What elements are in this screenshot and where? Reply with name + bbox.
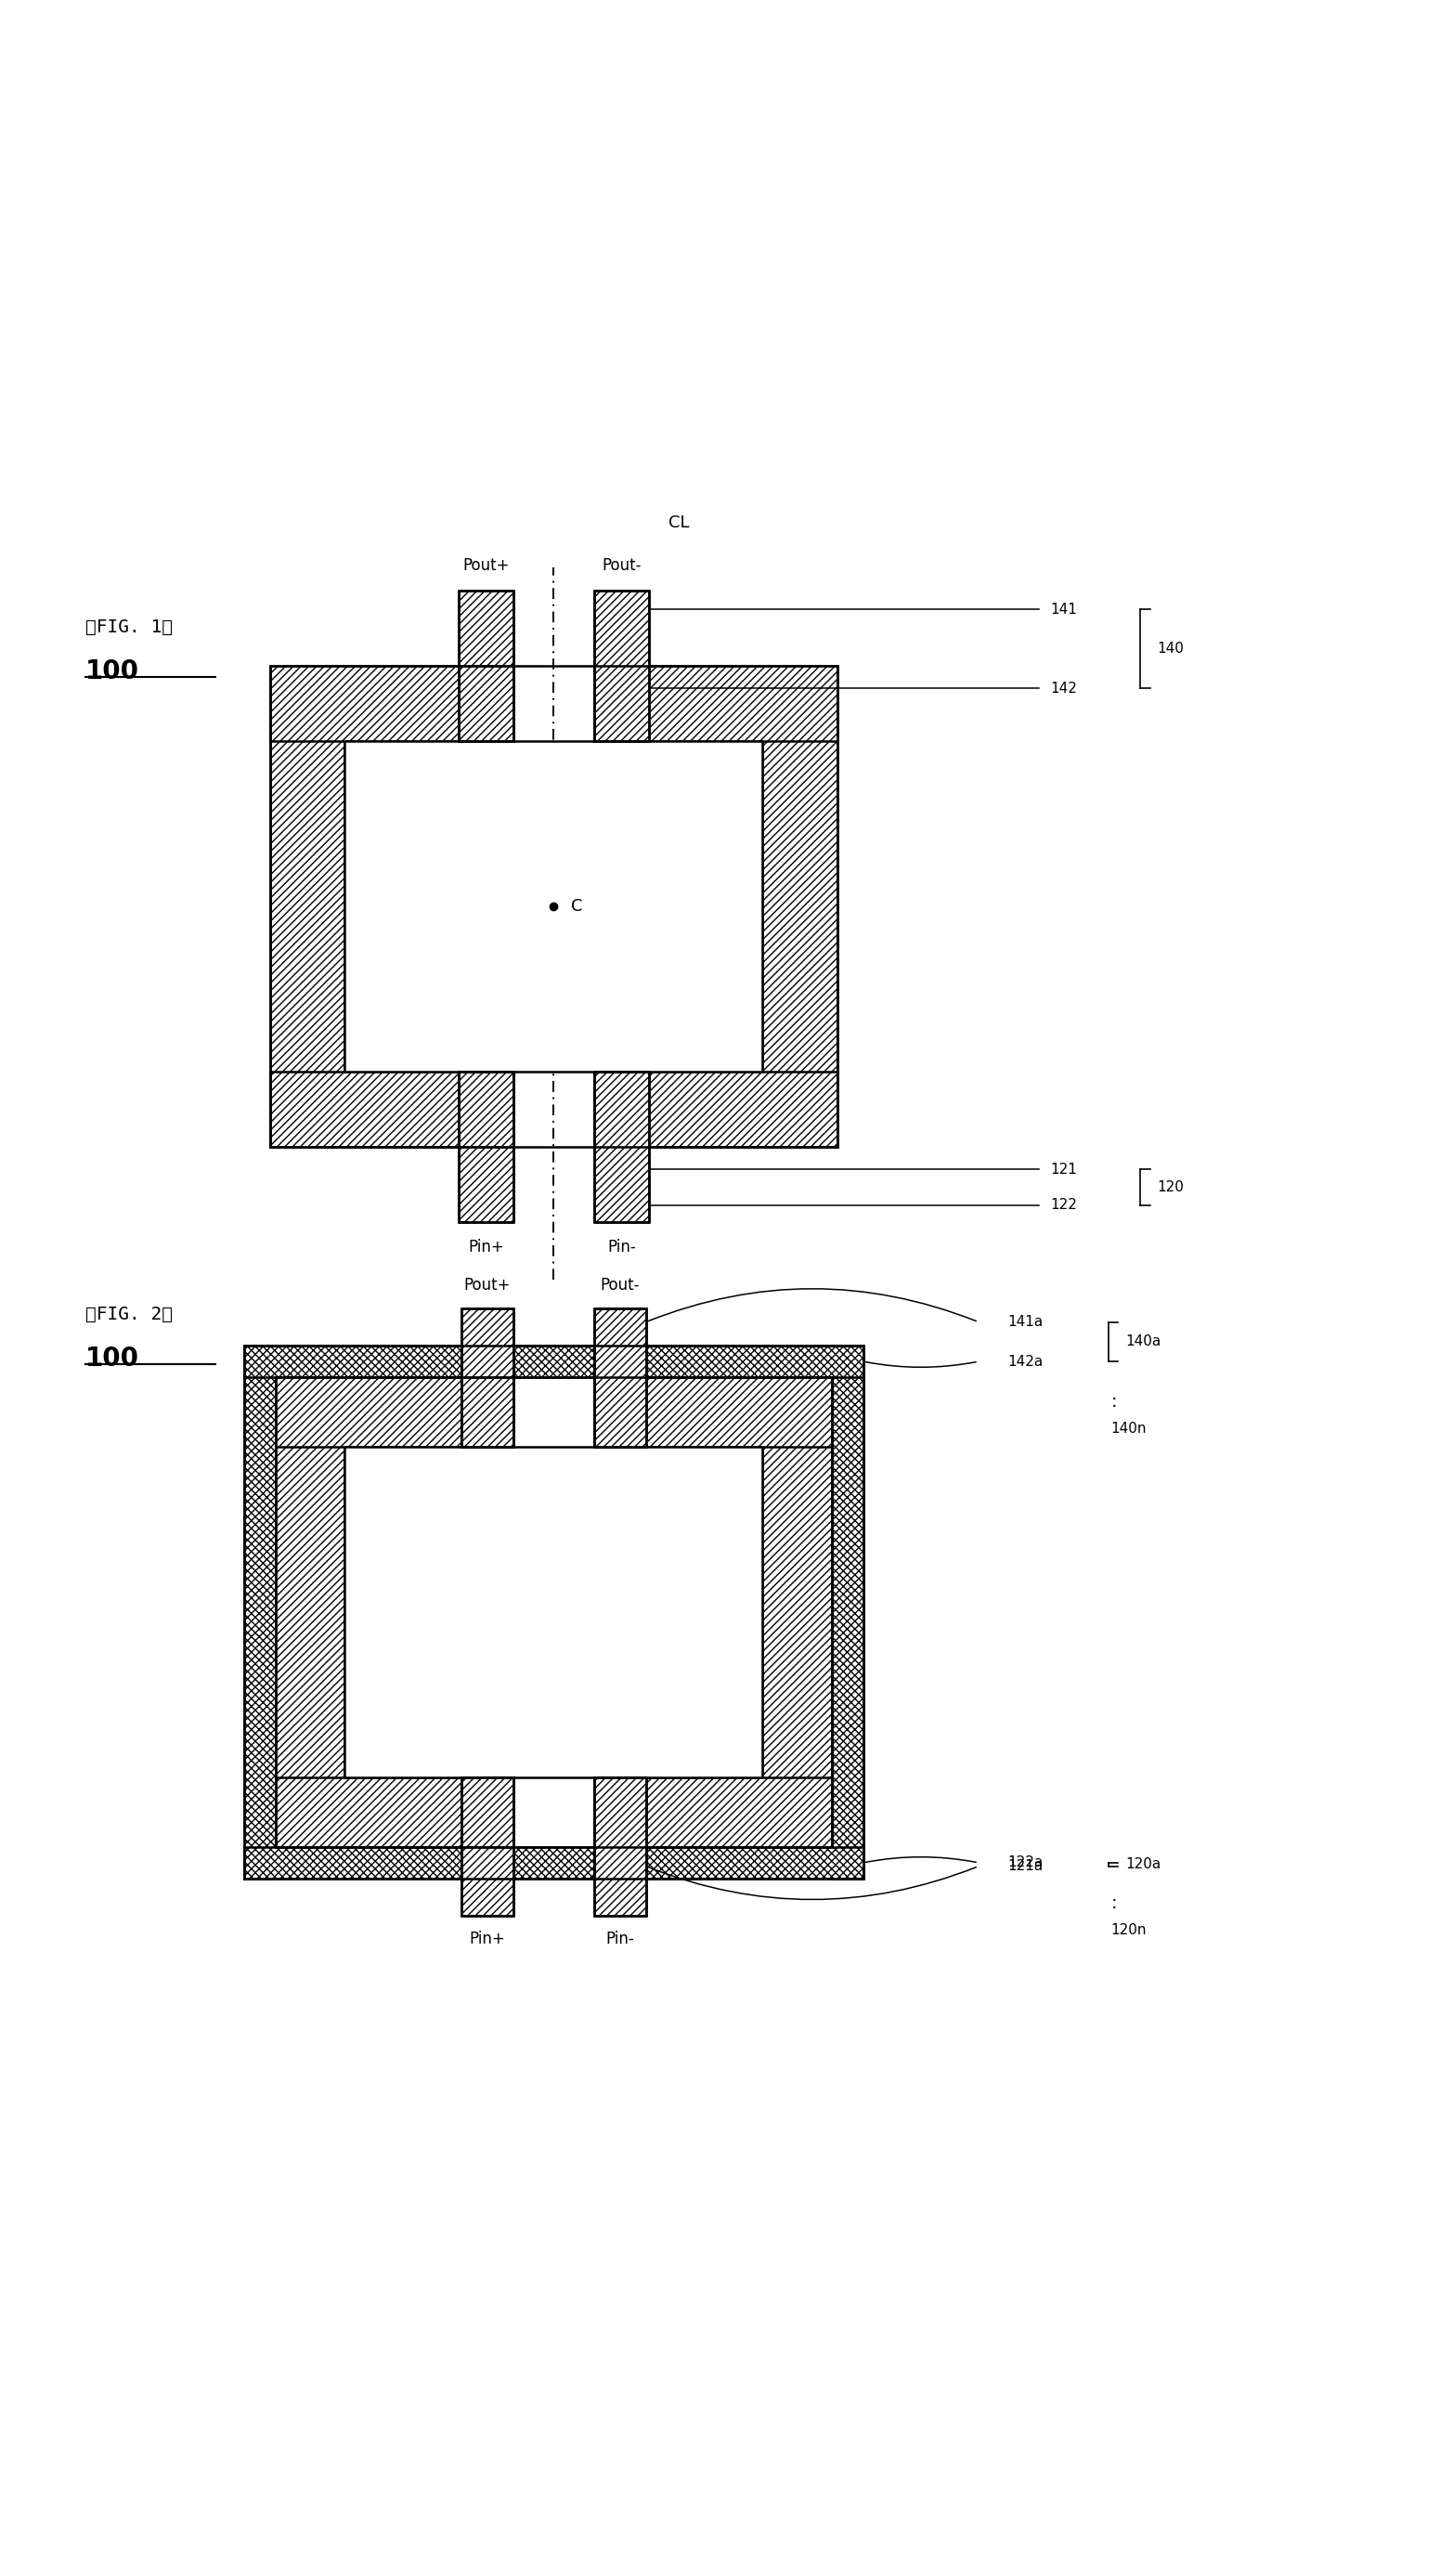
Text: 121: 121 <box>1051 1162 1077 1177</box>
Text: 120: 120 <box>1157 1180 1184 1195</box>
Bar <box>459 1072 513 1221</box>
Bar <box>276 1378 344 1847</box>
Text: 142: 142 <box>1051 680 1077 696</box>
Bar <box>276 1777 513 1847</box>
Bar <box>344 742 763 1072</box>
Text: Pin+: Pin+ <box>468 1239 504 1255</box>
Text: 121a: 121a <box>1007 1860 1043 1873</box>
Text: 122a: 122a <box>1007 1855 1043 1870</box>
Bar <box>594 665 837 742</box>
Bar <box>594 590 648 742</box>
Bar <box>594 1072 837 1146</box>
Bar <box>594 1309 645 1448</box>
Text: Pout-: Pout- <box>602 556 641 574</box>
Text: 【FIG. 2】: 【FIG. 2】 <box>86 1306 173 1324</box>
Text: 141a: 141a <box>1007 1314 1043 1329</box>
Text: 120n: 120n <box>1112 1924 1146 1937</box>
Text: Pin+: Pin+ <box>469 1929 506 1947</box>
Bar <box>270 665 344 1146</box>
Bar <box>594 1777 831 1847</box>
Text: 100: 100 <box>86 1345 139 1370</box>
Text: 140n: 140n <box>1112 1422 1146 1435</box>
Text: Pin-: Pin- <box>606 1929 634 1947</box>
Text: 100: 100 <box>86 659 139 685</box>
Text: Pout-: Pout- <box>600 1278 639 1293</box>
Text: 142a: 142a <box>1007 1355 1043 1368</box>
Bar <box>831 1345 863 1878</box>
Text: CL: CL <box>668 515 690 531</box>
Text: 【FIG. 1】: 【FIG. 1】 <box>86 618 173 636</box>
Bar <box>344 1448 763 1777</box>
Bar <box>244 1345 863 1378</box>
Bar <box>244 1345 276 1878</box>
Bar <box>270 1072 513 1146</box>
Bar <box>270 665 513 742</box>
Text: 140: 140 <box>1157 641 1184 657</box>
Text: 141: 141 <box>1051 603 1077 616</box>
Bar <box>276 1378 513 1448</box>
Bar <box>763 1378 831 1847</box>
Text: Pin-: Pin- <box>607 1239 635 1255</box>
Text: Pout+: Pout+ <box>464 1278 511 1293</box>
Text: 140a: 140a <box>1126 1334 1161 1350</box>
Text: Pout+: Pout+ <box>462 556 510 574</box>
Bar <box>244 1847 863 1878</box>
Bar <box>763 665 837 1146</box>
Text: 122: 122 <box>1051 1198 1077 1213</box>
Bar <box>594 1072 648 1221</box>
Text: 120a: 120a <box>1126 1857 1161 1870</box>
Text: :: : <box>1112 1893 1117 1911</box>
Bar <box>459 590 513 742</box>
Bar <box>462 1309 513 1448</box>
Text: :: : <box>1112 1394 1117 1412</box>
Bar <box>594 1777 645 1917</box>
Bar <box>462 1777 513 1917</box>
Bar <box>594 1378 831 1448</box>
Text: C: C <box>571 899 583 914</box>
